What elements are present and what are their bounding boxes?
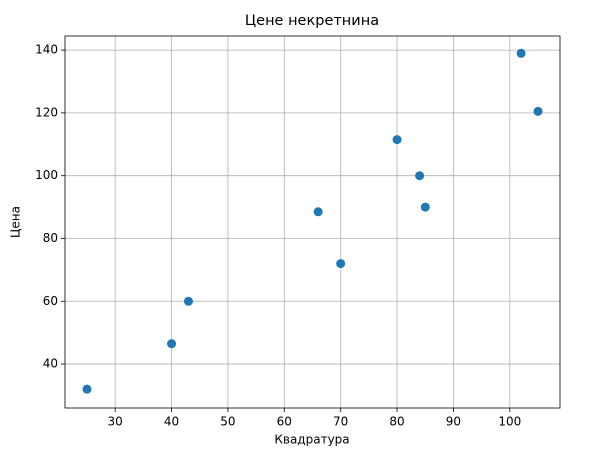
point xyxy=(313,207,323,217)
x-tick-label: 40 xyxy=(164,415,179,429)
point xyxy=(336,259,346,269)
x-tick-label: 30 xyxy=(108,415,123,429)
point xyxy=(420,202,430,212)
y-tick-label: 140 xyxy=(35,43,58,57)
x-tick-label: 60 xyxy=(277,415,292,429)
x-tick-label: 80 xyxy=(389,415,404,429)
point xyxy=(516,48,526,58)
x-tick-label: 90 xyxy=(446,415,461,429)
y-tick-label: 100 xyxy=(35,168,58,182)
point xyxy=(82,384,92,394)
y-tick-label: 120 xyxy=(35,105,58,119)
point xyxy=(167,339,177,349)
point xyxy=(533,106,543,116)
x-tick-label: 70 xyxy=(333,415,348,429)
chart-title: Цене некретнина xyxy=(245,13,379,29)
point xyxy=(183,296,193,306)
plot-frame xyxy=(64,35,561,409)
point xyxy=(415,171,425,181)
point xyxy=(392,135,402,145)
x-tick-label: 100 xyxy=(498,415,521,429)
y-tick-label: 80 xyxy=(43,231,58,245)
y-tick-label: 60 xyxy=(43,294,58,308)
y-axis-label: Цена xyxy=(9,206,23,238)
x-tick-label: 50 xyxy=(220,415,235,429)
x-axis-label: Квадратура xyxy=(274,433,349,447)
y-tick-label: 40 xyxy=(43,357,58,371)
